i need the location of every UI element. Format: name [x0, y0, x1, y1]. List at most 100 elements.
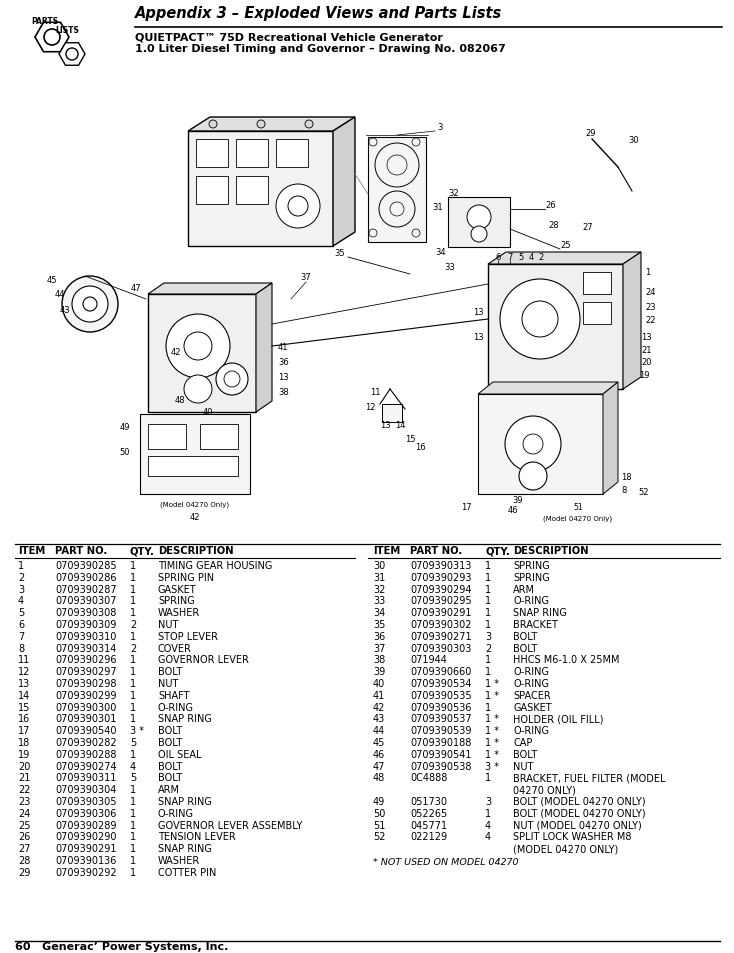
- Text: 39: 39: [373, 666, 385, 677]
- Text: 4: 4: [528, 253, 534, 262]
- Text: 25: 25: [560, 241, 570, 250]
- Text: 1: 1: [130, 784, 136, 795]
- Text: 11: 11: [370, 388, 380, 396]
- Text: O-RING: O-RING: [513, 666, 549, 677]
- Text: 6: 6: [18, 619, 24, 629]
- Text: O-RING: O-RING: [158, 701, 194, 712]
- Text: 13: 13: [278, 373, 288, 381]
- Text: WASHER: WASHER: [158, 855, 200, 865]
- Polygon shape: [333, 118, 355, 247]
- Circle shape: [505, 416, 561, 473]
- Text: 32: 32: [448, 189, 459, 198]
- Text: 50: 50: [373, 808, 385, 818]
- Text: 27: 27: [18, 843, 31, 853]
- Text: 38: 38: [373, 655, 385, 664]
- Text: 44: 44: [55, 290, 65, 298]
- Text: SPACER: SPACER: [513, 690, 550, 700]
- Text: (Model 04270 Only): (Model 04270 Only): [543, 515, 613, 521]
- Circle shape: [467, 206, 491, 230]
- Text: GASKET: GASKET: [513, 701, 552, 712]
- Text: 1: 1: [485, 666, 491, 677]
- Text: 36: 36: [373, 631, 385, 641]
- Text: 51: 51: [373, 820, 385, 830]
- Text: BOLT (MODEL 04270 ONLY): BOLT (MODEL 04270 ONLY): [513, 808, 646, 818]
- Text: O-RING: O-RING: [513, 596, 549, 606]
- Circle shape: [257, 121, 265, 129]
- Polygon shape: [188, 118, 355, 132]
- Text: SNAP RING: SNAP RING: [158, 714, 212, 723]
- Text: 45: 45: [47, 275, 57, 285]
- Text: 42: 42: [190, 513, 200, 521]
- Text: 1 *: 1 *: [485, 738, 499, 747]
- Circle shape: [276, 185, 320, 229]
- Text: 0C4888: 0C4888: [410, 773, 448, 782]
- Text: 3 *: 3 *: [485, 760, 499, 771]
- Text: 0709390298: 0709390298: [55, 679, 117, 688]
- Circle shape: [62, 276, 118, 333]
- Text: 4: 4: [130, 760, 136, 771]
- Text: 46: 46: [373, 749, 385, 759]
- Text: 13: 13: [641, 333, 652, 341]
- Text: 6: 6: [495, 253, 501, 262]
- Bar: [236, 140, 268, 168]
- Circle shape: [72, 287, 108, 323]
- Text: 40: 40: [373, 679, 385, 688]
- Text: 0709390303: 0709390303: [410, 643, 471, 653]
- Text: 1: 1: [485, 608, 491, 618]
- Text: 36: 36: [278, 357, 288, 367]
- Text: 41: 41: [278, 343, 288, 352]
- Text: COVER: COVER: [158, 643, 192, 653]
- Text: 0709390301: 0709390301: [55, 714, 117, 723]
- Text: HHCS M6-1.0 X 25MM: HHCS M6-1.0 X 25MM: [513, 655, 619, 664]
- Text: 4: 4: [485, 820, 491, 830]
- Text: DESCRIPTION: DESCRIPTION: [158, 545, 233, 556]
- Text: 0709390540: 0709390540: [55, 725, 117, 736]
- Text: 1: 1: [18, 560, 24, 571]
- Text: 1: 1: [130, 867, 136, 877]
- Text: 0709390535: 0709390535: [410, 690, 472, 700]
- Text: 24: 24: [18, 808, 30, 818]
- Text: PARTS: PARTS: [32, 17, 59, 26]
- Text: 60   Generac’ Power Systems, Inc.: 60 Generac’ Power Systems, Inc.: [15, 941, 228, 951]
- Text: 23: 23: [18, 796, 30, 806]
- Text: 46: 46: [508, 505, 518, 515]
- Text: 1: 1: [485, 655, 491, 664]
- Text: QTY.: QTY.: [130, 545, 155, 556]
- Circle shape: [166, 314, 230, 378]
- Circle shape: [66, 49, 78, 61]
- Text: 42: 42: [171, 348, 181, 356]
- Bar: [368, 138, 426, 243]
- Text: 2: 2: [18, 572, 24, 582]
- Text: 49: 49: [120, 422, 130, 432]
- Text: SPRING PIN: SPRING PIN: [158, 572, 214, 582]
- Text: 1: 1: [485, 560, 491, 571]
- Polygon shape: [603, 382, 618, 495]
- Text: 28: 28: [18, 855, 30, 865]
- Text: 0709390289: 0709390289: [55, 820, 117, 830]
- Text: 42: 42: [373, 701, 385, 712]
- Text: 35: 35: [335, 249, 345, 257]
- Bar: [188, 132, 333, 247]
- Text: TIMING GEAR HOUSING: TIMING GEAR HOUSING: [158, 560, 272, 571]
- Text: 3: 3: [485, 796, 491, 806]
- Text: 16: 16: [18, 714, 30, 723]
- Text: 43: 43: [373, 714, 385, 723]
- Text: 052265: 052265: [410, 808, 447, 818]
- Circle shape: [209, 121, 217, 129]
- Text: 1: 1: [130, 820, 136, 830]
- Text: 0709390136: 0709390136: [55, 855, 117, 865]
- Text: 1: 1: [130, 855, 136, 865]
- Text: 1: 1: [130, 843, 136, 853]
- Text: 3: 3: [437, 123, 443, 132]
- Text: 21: 21: [18, 773, 30, 782]
- Text: GASKET: GASKET: [158, 584, 197, 594]
- Text: 11: 11: [18, 655, 30, 664]
- Text: 0709390538: 0709390538: [410, 760, 471, 771]
- Text: 1: 1: [130, 584, 136, 594]
- Bar: [478, 395, 603, 495]
- Text: 1: 1: [485, 596, 491, 606]
- Text: 50: 50: [120, 448, 130, 456]
- Text: 13: 13: [473, 308, 483, 316]
- Text: 13: 13: [18, 679, 30, 688]
- Text: 14: 14: [18, 690, 30, 700]
